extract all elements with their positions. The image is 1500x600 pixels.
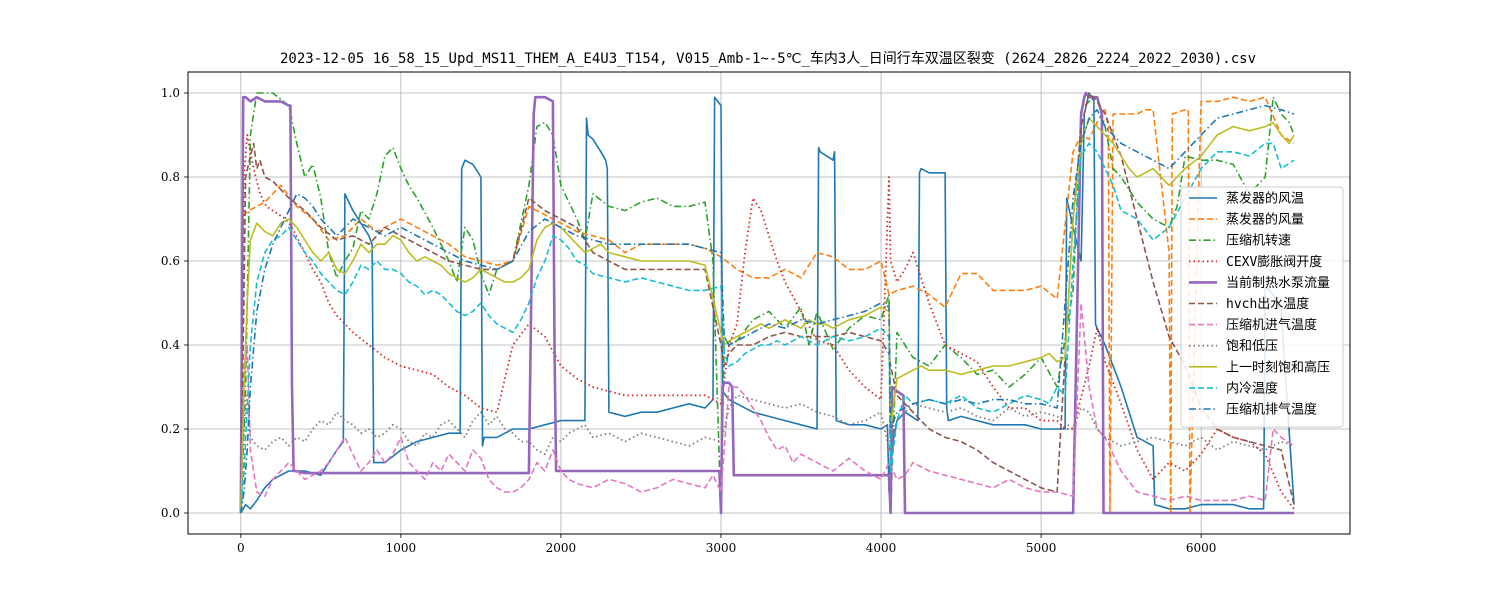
legend-label: 当前制热水泵流量 [1226,275,1330,291]
y-tick-label: 1.0 [161,86,180,100]
series-line-5 [240,92,1295,514]
y-tick-label: 0.6 [161,254,180,268]
x-tick-label: 5000 [1026,541,1057,555]
legend-label: 饱和低压 [1226,339,1278,354]
series-layer [239,91,1295,515]
legend-label: 内冷温度 [1226,380,1278,396]
y-tick-label: 0.8 [161,170,180,184]
x-tick-label: 3000 [706,541,737,555]
x-tick-label: 6000 [1186,541,1217,555]
legend-label: CEXV膨胀阀开度 [1226,254,1322,270]
legend-label: 压缩机排气温度 [1226,402,1317,418]
legend-label: 压缩机转速 [1226,233,1291,249]
series-line-7 [239,394,1295,514]
x-tick-label: 4000 [866,541,897,555]
series-line-10 [240,104,1295,514]
chart-title: 2023-12-05 16_58_15_Upd_MS11_THEM_A_E4U3… [280,50,1256,67]
legend-label: hvch出水温度 [1226,296,1309,312]
plot-area-frame [187,71,1351,535]
series-line-0 [240,92,1295,514]
y-tick-label: 0.0 [161,506,180,520]
y-tick-label: 0.4 [161,338,180,352]
series-line-8 [240,117,1295,514]
x-tick-label: 0 [237,541,245,555]
series-line-1 [240,96,1295,514]
legend-label: 上一时刻饱和高压 [1226,359,1330,375]
series-line-6 [240,302,1295,514]
x-tick-label: 2000 [546,541,577,555]
legend-label: 蒸发器的风量 [1226,212,1304,228]
y-tick-label: 0.2 [161,422,180,436]
series-line-9 [240,142,1295,514]
legend-box [1180,186,1344,428]
legend-label: 蒸发器的风温 [1226,191,1304,207]
axis-ticks: 0 1000 2000 3000 4000 5000 6000 0.0 0.2 0.4 0.6 0.8… [161,86,1217,555]
legend-label: 压缩机进气温度 [1226,317,1317,333]
series-line-2 [240,92,1295,514]
series-line-3 [239,134,1295,514]
grid [188,72,1350,534]
x-tick-label: 1000 [386,541,417,555]
series-line-4 [239,91,1294,515]
